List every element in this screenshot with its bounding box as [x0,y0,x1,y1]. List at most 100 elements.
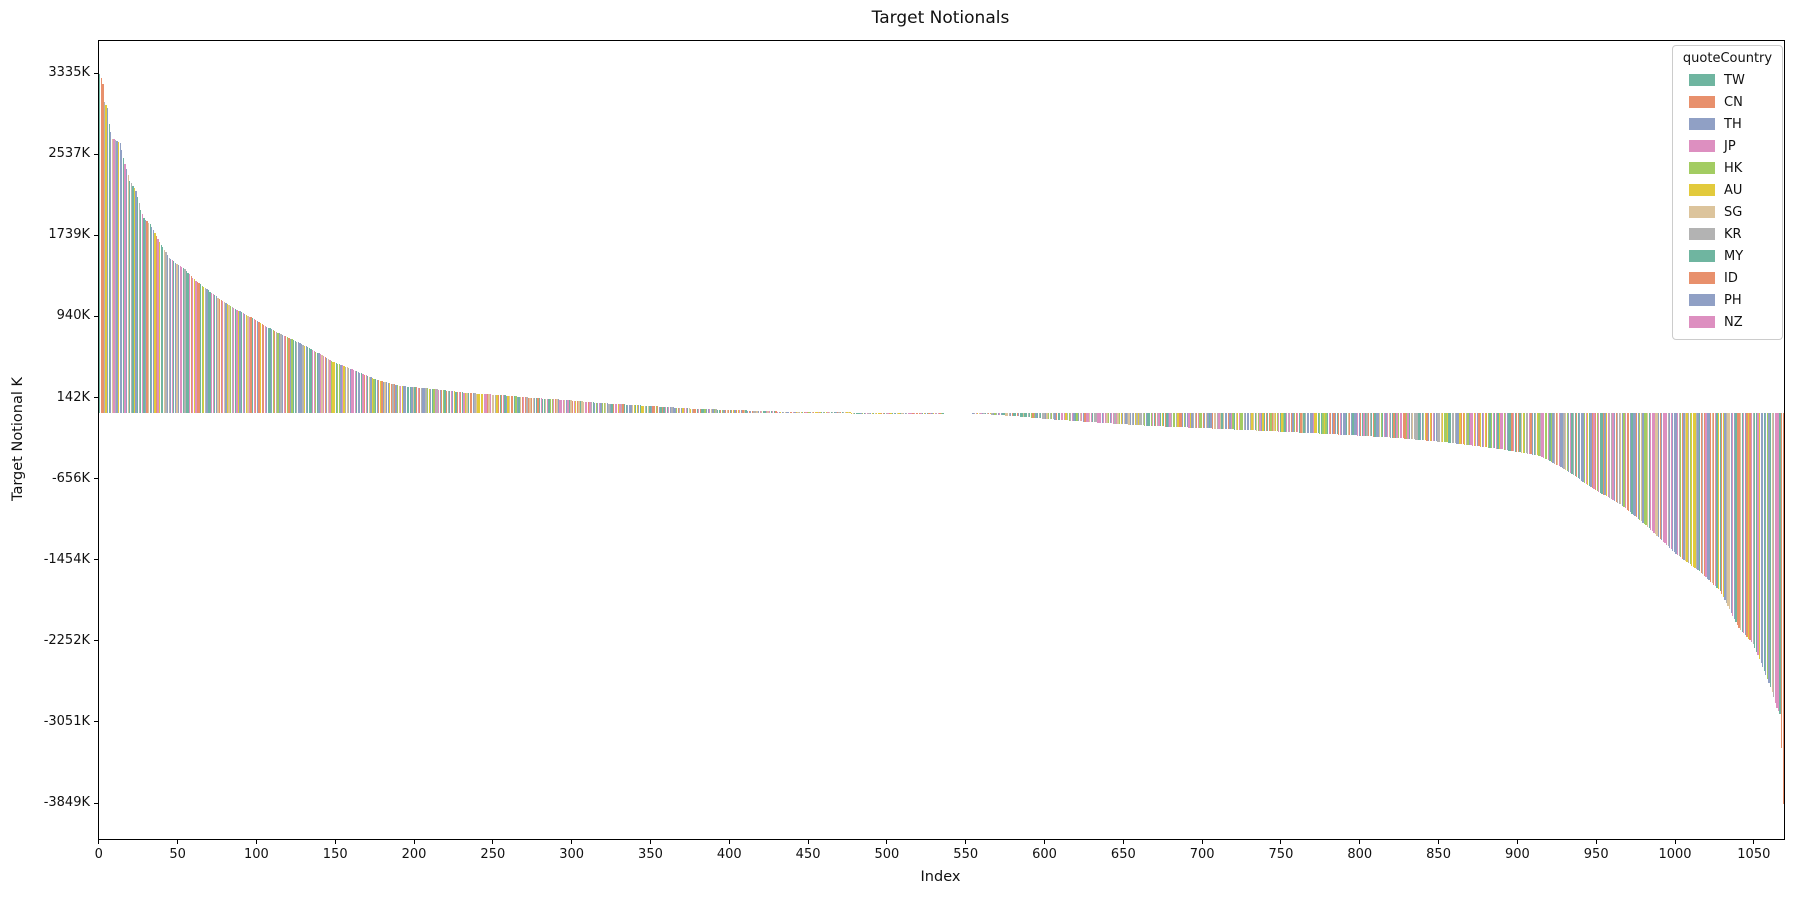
x-tick-label: 700 [1189,847,1215,862]
bar [728,409,730,413]
legend-label: TW [1724,72,1745,88]
bar [255,320,257,413]
bar [270,329,273,413]
bar [1736,412,1739,625]
bar [1033,412,1036,418]
bar [332,361,334,413]
bar [461,392,463,413]
bar [258,322,260,413]
bar [986,412,988,415]
bar [1060,412,1062,421]
bar [1401,412,1403,439]
bar [1743,412,1745,634]
bar [1498,412,1501,449]
bar [780,411,782,413]
bar [709,409,711,413]
bar [452,391,454,413]
bar [1678,412,1680,557]
bar [1338,412,1340,435]
bar [1349,412,1351,436]
bar [1175,412,1177,428]
bar [1691,412,1693,566]
x-tick-label: 950 [1583,847,1609,862]
bar [1361,412,1363,436]
bar [1317,412,1319,434]
bar [797,411,799,413]
bar [141,214,143,413]
x-tick-label: 0 [94,847,103,862]
x-tick-mark [1044,840,1046,844]
bar [1352,412,1354,436]
bar [1131,412,1133,425]
bar [1292,412,1294,433]
bar [1522,412,1524,453]
bar [999,412,1001,416]
bar [1445,412,1447,443]
bar [1314,412,1316,434]
bar [204,288,207,413]
bar [1363,412,1365,436]
bar [1602,412,1605,495]
x-tick-mark [1122,840,1124,844]
bar [1248,412,1250,431]
bar [146,221,148,413]
bar [1634,412,1636,517]
bar [1148,412,1151,426]
bar [1136,412,1138,426]
y-tick-label: -3849K [43,795,90,811]
bar [233,307,235,413]
bar [445,390,448,413]
bar [994,412,996,415]
bar [1005,412,1007,416]
bar [151,227,153,413]
bar [778,411,780,413]
bar [1046,412,1048,419]
bar [346,367,348,413]
bar [573,400,575,413]
bar [439,389,441,413]
bar [401,386,404,413]
y-tick-label: -3051K [43,713,90,729]
bar [359,372,361,413]
bar [754,410,757,413]
bar [1394,412,1397,438]
bar [1749,412,1751,641]
bar [772,411,774,413]
bar [1018,412,1020,417]
bar [655,406,657,413]
bar [649,406,651,413]
bar [665,406,667,413]
bar [327,359,329,413]
bar [140,209,142,413]
bar [362,374,364,413]
bar [1027,412,1029,418]
bar [363,374,366,413]
bar [833,412,835,413]
bar [423,388,426,413]
legend-item: CN [1681,91,1774,113]
bar [1459,412,1461,444]
bar [1631,412,1633,514]
bar [486,394,489,413]
bar [165,252,167,413]
bar [1216,412,1218,429]
bar [639,405,642,413]
legend-item: TW [1681,69,1774,91]
y-tick-mark [94,721,98,723]
bar [1166,412,1168,427]
bar [1722,412,1724,598]
bar [1724,412,1726,601]
bar [1014,412,1017,417]
y-tick-label: 940K [56,308,90,324]
bar [1494,412,1496,449]
bar [1139,412,1141,426]
bar [562,399,564,413]
bar [1607,412,1609,498]
bar [272,330,274,413]
bar [415,387,418,413]
bar [1647,412,1649,527]
bar [1483,412,1485,447]
bar [688,408,690,413]
bar [154,233,156,413]
bar [983,412,985,414]
